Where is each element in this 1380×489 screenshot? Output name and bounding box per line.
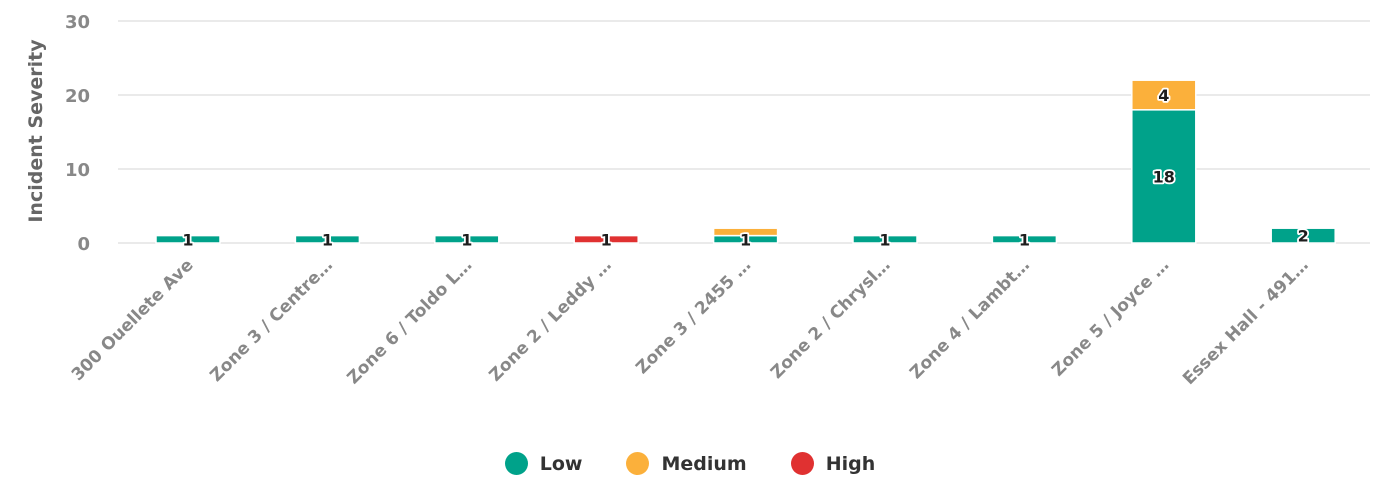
data-label: 2 bbox=[1298, 227, 1309, 246]
bar-low-3[interactable] bbox=[434, 234, 500, 244]
legend: Low Medium High bbox=[0, 452, 1380, 475]
bar-low-8[interactable] bbox=[1131, 109, 1197, 244]
y-tick-label: 0 bbox=[77, 234, 90, 255]
bar-low-2[interactable] bbox=[294, 234, 361, 244]
x-tick-label: Essex Hall - 491… bbox=[1179, 255, 1313, 389]
y-tick-label: 30 bbox=[65, 12, 90, 33]
legend-label-medium: Medium bbox=[661, 452, 747, 475]
data-label: 1 bbox=[740, 230, 751, 249]
legend-item-high[interactable]: High bbox=[790, 452, 876, 475]
x-tick-label: 300 Ouellete Ave bbox=[68, 255, 198, 385]
data-label: 1 bbox=[601, 230, 612, 249]
bar-low-1[interactable] bbox=[155, 234, 221, 244]
x-tick-label: Zone 4 / Lambt… bbox=[906, 255, 1034, 383]
x-tick-label: Zone 2 / Chrysl… bbox=[767, 255, 895, 383]
legend-item-low[interactable]: Low bbox=[504, 452, 583, 475]
bar-low-9[interactable] bbox=[1270, 227, 1336, 244]
legend-item-medium[interactable]: Medium bbox=[626, 452, 747, 475]
x-tick-label: Zone 2 / Leddy … bbox=[486, 255, 616, 385]
data-labels: 1 1 1 1 1 1 1 18 4 2 bbox=[181, 84, 1311, 251]
y-axis: 0 10 20 30 bbox=[65, 12, 90, 255]
data-label: 1 bbox=[1019, 230, 1030, 249]
bar-high-4[interactable] bbox=[573, 234, 639, 244]
data-label: 4 bbox=[1158, 86, 1169, 105]
x-tick-label: Zone 5 / Joyce … bbox=[1048, 255, 1173, 380]
x-tick-label: Zone 3 / Centre… bbox=[206, 255, 337, 386]
data-label: 1 bbox=[879, 230, 890, 249]
bar-medium-5[interactable] bbox=[712, 227, 779, 237]
bars bbox=[155, 79, 1336, 244]
x-tick-label: Zone 3 / 2455 … bbox=[632, 255, 755, 378]
y-axis-title: Incident Severity bbox=[25, 39, 47, 223]
bar-low-7[interactable] bbox=[991, 234, 1058, 244]
bar-medium-8[interactable] bbox=[1131, 79, 1197, 111]
legend-swatch-medium bbox=[626, 452, 650, 475]
y-tick-label: 20 bbox=[65, 86, 90, 107]
x-tick-label: Zone 6 / Toldo L… bbox=[343, 255, 476, 388]
data-label: 1 bbox=[182, 230, 193, 249]
legend-swatch-low bbox=[504, 452, 528, 475]
legend-label-high: High bbox=[825, 452, 876, 475]
data-label: 18 bbox=[1153, 167, 1175, 186]
legend-label-low: Low bbox=[539, 452, 583, 475]
bar-low-6[interactable] bbox=[852, 234, 918, 244]
y-tick-label: 10 bbox=[65, 160, 90, 181]
data-label: 1 bbox=[461, 230, 472, 249]
x-axis: 300 Ouellete Ave Zone 3 / Centre… Zone 6 /… bbox=[68, 255, 1313, 389]
data-label: 1 bbox=[322, 230, 333, 249]
legend-swatch-high bbox=[790, 452, 814, 475]
